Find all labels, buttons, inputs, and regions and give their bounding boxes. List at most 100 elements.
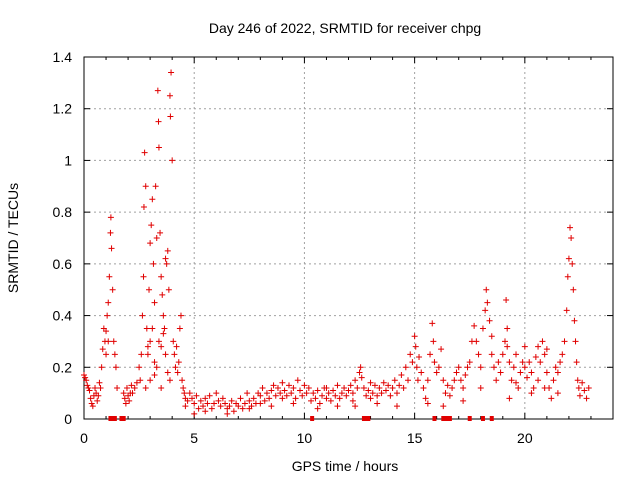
data-point	[457, 377, 464, 384]
data-point	[570, 286, 577, 293]
data-point	[164, 369, 171, 376]
data-point	[568, 235, 575, 241]
data-point	[352, 403, 359, 410]
data-point	[155, 338, 162, 345]
data-point	[126, 397, 133, 404]
data-point	[200, 403, 207, 410]
data-point	[334, 403, 341, 410]
data-point	[552, 364, 559, 371]
data-point	[430, 338, 437, 345]
data-point	[259, 384, 266, 391]
data-point	[314, 405, 321, 412]
data-point	[303, 390, 310, 397]
data-point	[402, 364, 409, 371]
gap-marker	[361, 416, 366, 421]
data-point	[444, 382, 451, 389]
data-point	[235, 403, 242, 410]
data-point	[94, 397, 101, 404]
data-point	[97, 384, 104, 391]
data-point	[424, 377, 431, 384]
data-point	[431, 359, 438, 366]
data-point	[168, 69, 175, 76]
data-point	[579, 379, 586, 386]
data-point	[279, 395, 286, 402]
data-point	[483, 286, 490, 293]
data-point	[433, 369, 440, 376]
data-point	[405, 377, 412, 384]
data-point	[215, 397, 222, 404]
data-point	[107, 229, 114, 236]
data-point	[316, 400, 323, 407]
data-point	[513, 379, 520, 386]
data-point	[508, 377, 515, 384]
data-point	[106, 273, 113, 280]
data-point	[268, 387, 275, 394]
data-point	[191, 410, 198, 417]
data-point	[376, 384, 383, 391]
data-point	[148, 222, 155, 229]
data-point	[479, 325, 486, 332]
data-point	[179, 377, 186, 384]
data-point	[513, 351, 520, 358]
y-tick-label: 1.2	[53, 101, 73, 117]
data-point	[143, 325, 150, 332]
data-point	[349, 397, 356, 404]
data-point	[195, 405, 202, 412]
data-point	[204, 400, 211, 407]
data-point	[133, 379, 140, 386]
data-point	[149, 196, 156, 203]
data-point	[239, 405, 246, 412]
data-point	[451, 377, 458, 384]
data-point	[162, 255, 169, 262]
data-point	[250, 395, 257, 402]
data-point	[550, 377, 557, 384]
data-point	[521, 343, 528, 350]
data-point	[99, 346, 106, 353]
data-point	[208, 405, 215, 412]
data-point	[283, 392, 290, 399]
gap-marker	[467, 416, 472, 421]
data-point	[108, 245, 115, 252]
data-point	[151, 299, 158, 306]
plot-frame	[83, 56, 614, 420]
data-point	[111, 351, 118, 358]
data-point	[501, 338, 508, 345]
data-point	[175, 359, 182, 366]
gap-marker	[310, 416, 315, 421]
gap-marker	[432, 416, 437, 421]
data-point	[142, 183, 149, 190]
data-point	[157, 229, 164, 236]
data-point	[374, 392, 381, 399]
x-tick-label: 20	[517, 430, 533, 446]
data-point	[429, 320, 436, 327]
data-point	[519, 359, 526, 366]
data-point	[96, 379, 103, 386]
data-point	[382, 387, 389, 394]
data-point	[257, 392, 264, 399]
chart-title: Day 246 of 2022, SRMTID for receiver chp…	[209, 20, 481, 36]
data-point	[396, 382, 403, 389]
data-point	[160, 312, 167, 319]
gap-marker	[443, 416, 448, 421]
data-point	[357, 364, 364, 371]
data-point	[358, 374, 365, 381]
data-point	[162, 351, 169, 358]
data-point	[88, 400, 95, 407]
data-point	[170, 338, 177, 345]
data-point	[535, 343, 542, 350]
data-point	[172, 364, 179, 371]
data-point	[400, 384, 407, 391]
data-point	[371, 382, 378, 389]
data-point	[435, 364, 442, 371]
gridlines	[84, 57, 613, 419]
data-point	[246, 397, 253, 404]
data-point	[471, 322, 478, 329]
data-point	[153, 235, 160, 241]
data-point	[347, 382, 354, 389]
gap-marker	[121, 416, 126, 421]
data-point	[356, 369, 363, 376]
data-point	[140, 203, 147, 210]
data-point	[422, 395, 429, 402]
data-point	[222, 400, 229, 407]
data-point	[176, 325, 183, 332]
